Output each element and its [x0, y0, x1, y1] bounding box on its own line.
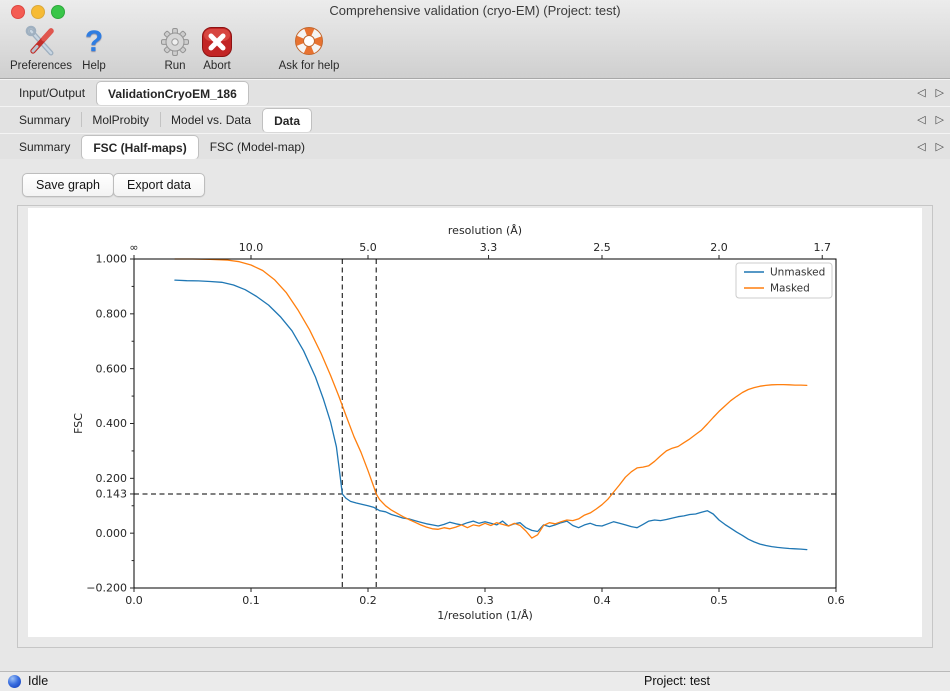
- svg-text:1/resolution (1/Å): 1/resolution (1/Å): [437, 609, 533, 622]
- svg-text:∞: ∞: [129, 241, 138, 254]
- project-label: Project: test: [644, 674, 710, 688]
- tab-fsc-half-maps[interactable]: FSC (Half-maps): [81, 135, 199, 160]
- tab-validationcryoem-186[interactable]: ValidationCryoEM_186: [96, 81, 249, 106]
- legend: Unmasked Masked: [735, 262, 833, 299]
- svg-text:0.0: 0.0: [125, 594, 143, 607]
- content-area: Save graph Export data 0.0 0.1 0.2 0.3 0.4 0.…: [0, 159, 950, 672]
- tabbar-fsc: Summary FSC (Half-maps) FSC (Model-map) …: [0, 133, 950, 161]
- tab-input-output[interactable]: Input/Output: [19, 85, 86, 100]
- svg-text:0.143: 0.143: [96, 488, 128, 501]
- tab-scroll-right-icon[interactable]: ▷: [935, 87, 944, 99]
- tab-fsc-model-map[interactable]: FSC (Model-map): [209, 139, 306, 154]
- svg-text:0.3: 0.3: [476, 594, 494, 607]
- preferences-button[interactable]: Preferences: [8, 25, 74, 73]
- chart-panel: 0.0 0.1 0.2 0.3 0.4 0.5 0.6 1/resolution (1/Å) ∞…: [17, 205, 933, 648]
- export-data-button[interactable]: Export data: [113, 173, 205, 197]
- svg-text:1.000: 1.000: [96, 253, 128, 266]
- svg-text:2.0: 2.0: [710, 241, 728, 254]
- tab-scroll-right-icon[interactable]: ▷: [935, 114, 944, 126]
- tab-model-vs-data[interactable]: Model vs. Data: [160, 106, 262, 133]
- abort-button[interactable]: Abort: [195, 25, 239, 73]
- preferences-label: Preferences: [9, 60, 72, 72]
- status-text: Idle: [28, 674, 49, 688]
- minimize-window-button[interactable]: [31, 5, 45, 19]
- tab-scroll-right-icon[interactable]: ▷: [935, 141, 944, 153]
- tab-data-summary[interactable]: Summary: [19, 139, 71, 154]
- svg-text:0.800: 0.800: [96, 308, 128, 321]
- svg-text:−0.200: −0.200: [86, 582, 127, 595]
- ask-for-help-button[interactable]: Ask for help: [270, 25, 348, 73]
- tab-molprobity[interactable]: MolProbity: [81, 106, 160, 133]
- svg-text:0.400: 0.400: [96, 417, 128, 430]
- svg-text:Unmasked: Unmasked: [770, 267, 825, 279]
- run-button[interactable]: Run: [153, 25, 197, 73]
- tab-data[interactable]: Data: [262, 108, 313, 133]
- svg-text:0.4: 0.4: [593, 594, 611, 607]
- svg-text:3.3: 3.3: [480, 241, 498, 254]
- window-chrome: Comprehensive validation (cryo-EM) (Proj…: [0, 0, 950, 79]
- ask-for-help-label: Ask for help: [278, 60, 340, 72]
- svg-text:0.5: 0.5: [710, 594, 728, 607]
- svg-text:10.0: 10.0: [239, 241, 264, 254]
- chart-root: 0.0 0.1 0.2 0.3 0.4 0.5 0.6 1/resolution (1/Å) ∞…: [72, 224, 845, 622]
- run-label: Run: [164, 60, 186, 72]
- svg-text:5.0: 5.0: [359, 241, 377, 254]
- svg-text:Masked: Masked: [770, 283, 810, 295]
- tabbar-sections: Summary MolProbity Model vs. Data Data ◁…: [0, 106, 950, 134]
- tabbar-pages: Input/Output ValidationCryoEM_186 ◁ ▷: [0, 79, 950, 107]
- series-masked: [174, 258, 808, 539]
- zoom-window-button[interactable]: [51, 5, 65, 19]
- window-title: Comprehensive validation (cryo-EM) (Proj…: [329, 3, 621, 18]
- svg-text:0.2: 0.2: [359, 594, 377, 607]
- svg-text:0.600: 0.600: [96, 362, 128, 375]
- svg-text:0.1: 0.1: [242, 594, 260, 607]
- svg-text:resolution (Å): resolution (Å): [448, 224, 522, 237]
- status-indicator-icon: [8, 675, 21, 688]
- help-label: Help: [82, 60, 106, 72]
- tools-icon: [8, 25, 74, 59]
- lifebuoy-icon: [270, 25, 348, 59]
- svg-text:0.200: 0.200: [96, 472, 128, 485]
- tab-scroll-left-icon[interactable]: ◁: [917, 114, 926, 126]
- abort-x-icon: [195, 25, 239, 59]
- plot-frame: [133, 258, 837, 589]
- question-mark-icon: ?: [84, 25, 104, 58]
- statusbar: Idle Project: test: [0, 671, 950, 691]
- svg-text:2.5: 2.5: [593, 241, 611, 254]
- close-window-button[interactable]: [11, 5, 25, 19]
- svg-text:0.6: 0.6: [827, 594, 845, 607]
- titlebar: Comprehensive validation (cryo-EM) (Proj…: [0, 0, 950, 22]
- gear-icon: [153, 25, 197, 59]
- tab-summary[interactable]: Summary: [19, 112, 71, 127]
- svg-text:FSC: FSC: [72, 413, 85, 434]
- figure-canvas: 0.0 0.1 0.2 0.3 0.4 0.5 0.6 1/resolution (1/Å) ∞…: [28, 208, 922, 637]
- svg-text:0.000: 0.000: [96, 527, 128, 540]
- abort-label: Abort: [203, 60, 231, 72]
- tab-scroll-left-icon[interactable]: ◁: [917, 87, 926, 99]
- help-button[interactable]: ? Help: [76, 25, 112, 73]
- series-unmasked: [174, 279, 808, 551]
- svg-text:1.7: 1.7: [813, 241, 831, 254]
- tab-scroll-left-icon[interactable]: ◁: [917, 141, 926, 153]
- fsc-chart: 0.0 0.1 0.2 0.3 0.4 0.5 0.6 1/resolution (1/Å) ∞…: [72, 224, 845, 622]
- save-graph-button[interactable]: Save graph: [22, 173, 114, 197]
